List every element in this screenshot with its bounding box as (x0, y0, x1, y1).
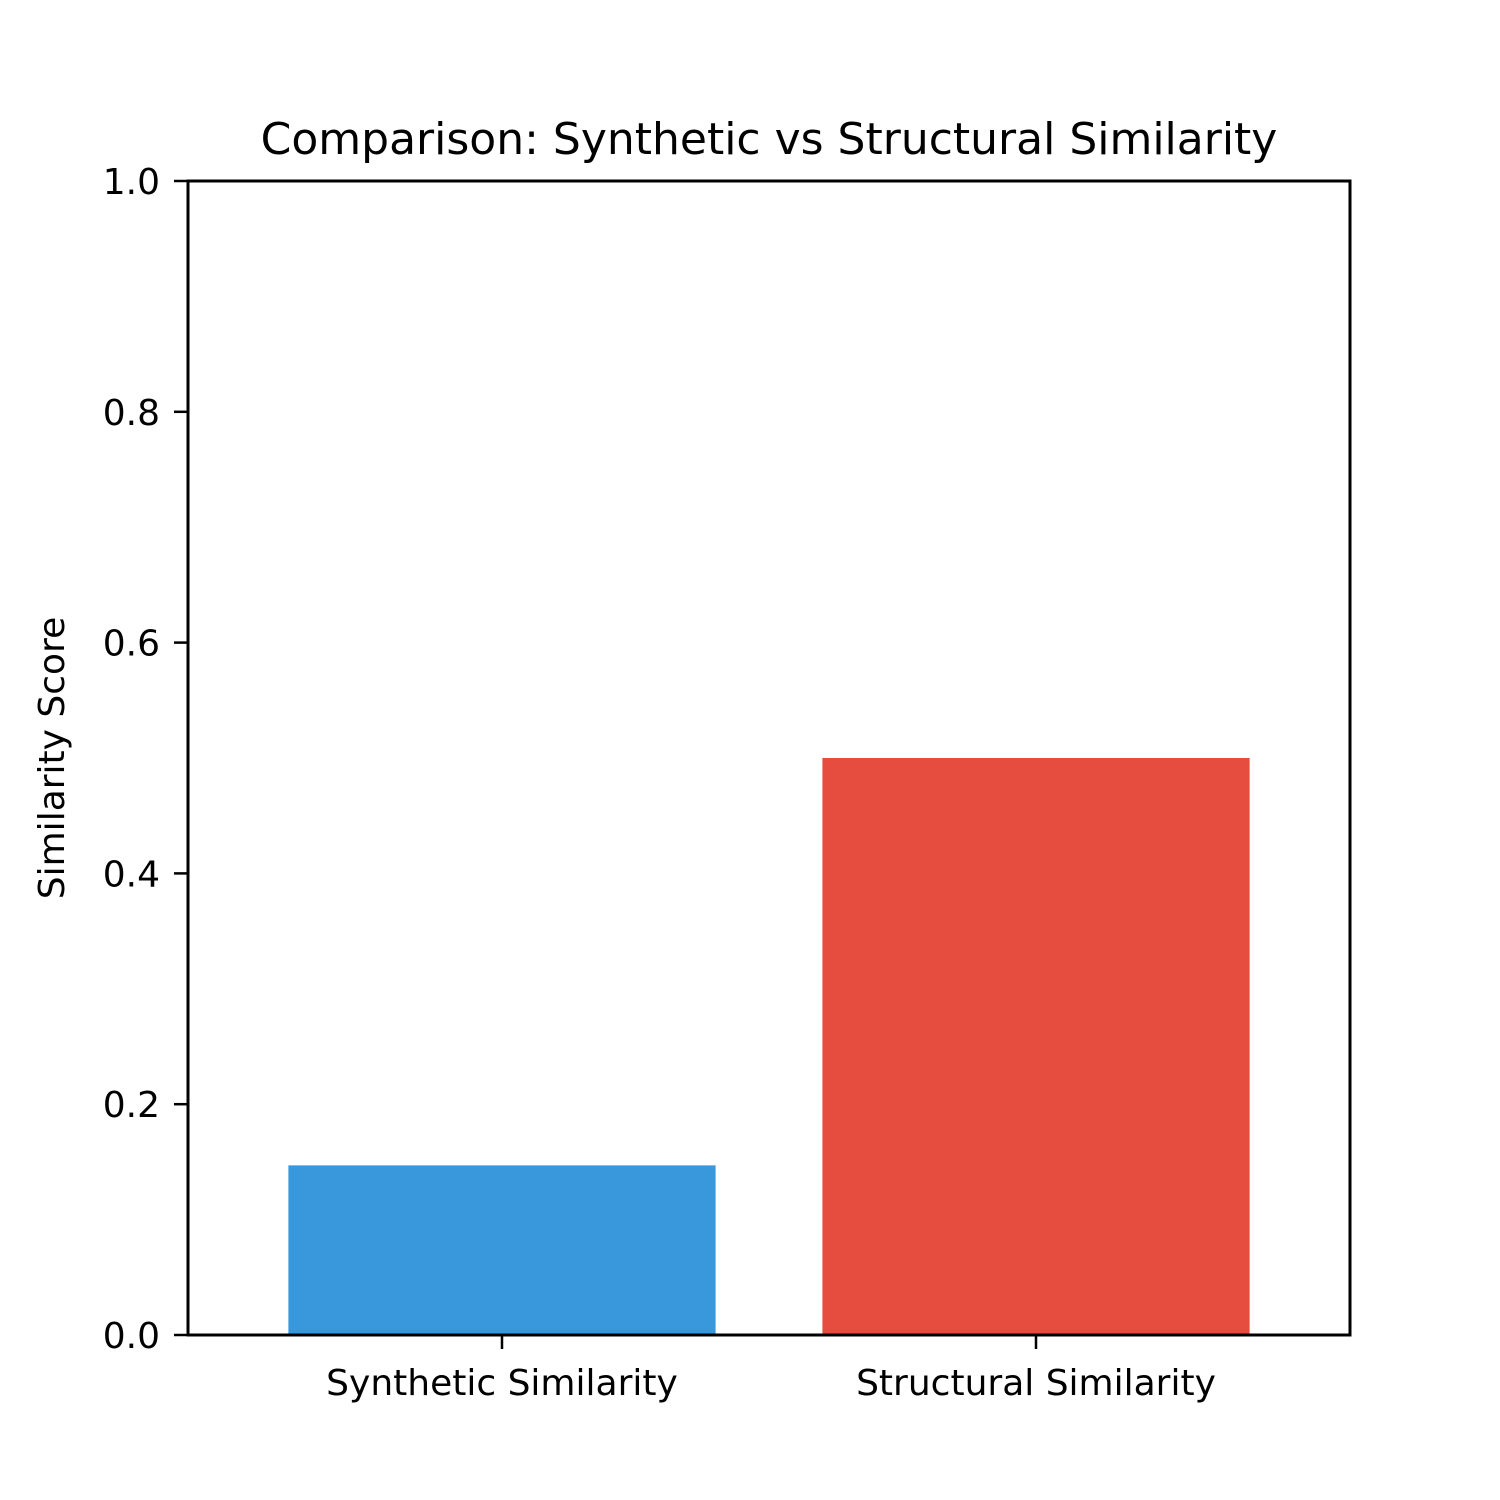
x-axis-ticks: Synthetic Similarity Structural Similarit… (326, 1335, 1216, 1404)
y-tick-label: 0.6 (103, 624, 160, 665)
y-axis-ticks: 0.0 0.2 0.4 0.6 0.8 1.0 (103, 162, 188, 1357)
plot-frame (186, 179, 1352, 1337)
x-tick-label: Synthetic Similarity (326, 1363, 678, 1404)
y-tick-label: 0.0 (103, 1316, 160, 1357)
y-tick-label: 0.2 (103, 1085, 160, 1126)
bars-group (288, 758, 1250, 1335)
bar-synthetic-similarity (288, 1165, 716, 1335)
bar-structural-similarity (822, 758, 1250, 1335)
chart-title: Comparison: Synthetic vs Structural Simi… (261, 114, 1278, 165)
y-tick-label: 1.0 (103, 162, 160, 203)
y-tick-label: 0.8 (103, 393, 160, 434)
y-axis-label: Similarity Score (32, 617, 73, 899)
x-tick-label: Structural Similarity (856, 1363, 1216, 1404)
y-tick-label: 0.4 (103, 854, 160, 895)
